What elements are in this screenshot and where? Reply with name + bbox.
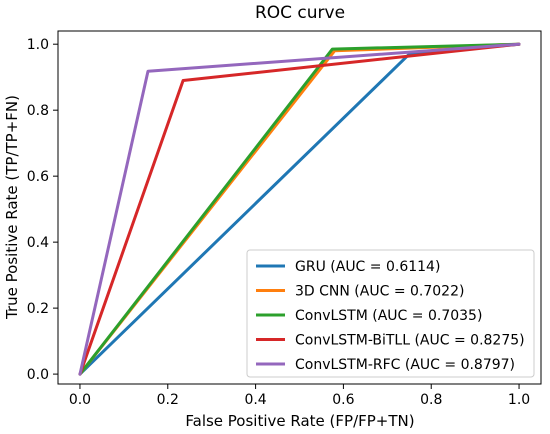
series-line-3 xyxy=(78,42,521,376)
y-tick-label: 1.0 xyxy=(27,37,49,53)
chart-title: ROC curve xyxy=(255,3,345,23)
x-tick-label: 0.6 xyxy=(332,392,354,408)
y-tick-label: 0.4 xyxy=(27,235,49,251)
y-axis-label: True Positive Rate (TP/TP+FN) xyxy=(3,95,21,320)
plot-frame xyxy=(57,30,542,385)
x-tick-label: 0.0 xyxy=(69,392,91,408)
x-tick-label: 0.2 xyxy=(157,392,179,408)
y-tick-label: 0.6 xyxy=(27,169,49,185)
legend-label-2: ConvLSTM (AUC = 0.7035) xyxy=(295,308,482,324)
legend-label-4: ConvLSTM-RFC (AUC = 0.8797) xyxy=(295,357,515,373)
series-line-4 xyxy=(78,42,521,376)
x-axis-ticks: 0.0 0.2 0.4 0.6 0.8 1.0 xyxy=(69,384,530,408)
legend-label-1: 3D CNN (AUC = 0.7022) xyxy=(295,284,464,300)
series-line-2 xyxy=(78,42,521,376)
legend-label-3: ConvLSTM-BiTLL (AUC = 0.8275) xyxy=(295,333,525,349)
legend-box xyxy=(246,249,535,378)
x-axis-label: False Positive Rate (FP/FP+TN) xyxy=(185,412,414,430)
y-axis-ticks: 0.0 0.2 0.4 0.6 0.8 1.0 xyxy=(27,37,58,383)
plot-lines xyxy=(78,42,521,376)
y-tick-label: 0.2 xyxy=(27,301,49,317)
y-tick-label: 0.0 xyxy=(27,367,49,383)
legend-label-0: GRU (AUC = 0.6114) xyxy=(295,259,440,275)
x-tick-label: 1.0 xyxy=(508,392,530,408)
legend: GRU (AUC = 0.6114) 3D CNN (AUC = 0.7022) C… xyxy=(246,249,535,378)
x-tick-label: 0.4 xyxy=(244,392,266,408)
x-tick-label: 0.8 xyxy=(420,392,442,408)
y-tick-label: 0.8 xyxy=(27,103,49,119)
